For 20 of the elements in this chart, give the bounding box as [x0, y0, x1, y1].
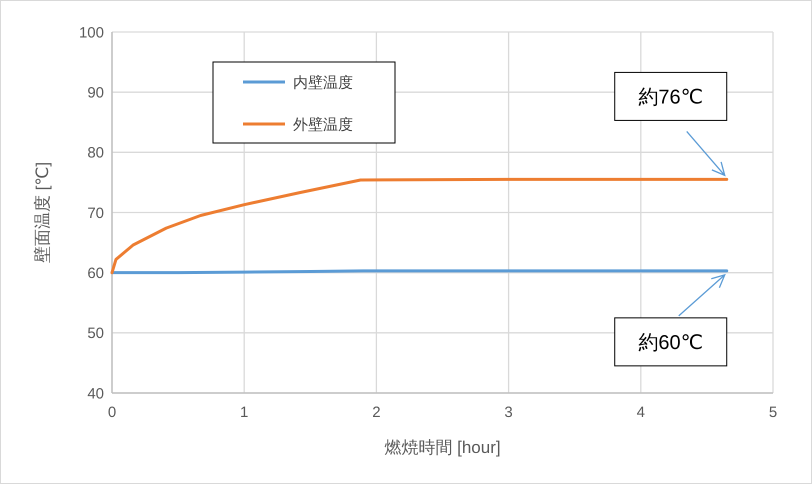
y-axis-title: 壁面温度 [℃]: [33, 162, 52, 264]
y-tick-label: 100: [78, 24, 104, 42]
line-series: [110, 178, 728, 274]
x-tick-label: 0: [108, 404, 116, 421]
legend-label: 内壁温度: [293, 74, 353, 92]
x-tick-label: 4: [636, 404, 645, 421]
annotation: 約76℃: [638, 86, 704, 108]
legend-label: 外壁温度: [293, 116, 353, 134]
x-tick-label: 5: [768, 404, 778, 421]
annotation: 約60℃: [638, 332, 704, 354]
y-tick-label: 90: [87, 84, 104, 102]
y-tick-label: 60: [87, 264, 104, 282]
y-tick-label: 40: [87, 385, 104, 402]
x-axis-title: 燃焼時間 [hour]: [384, 438, 501, 457]
y-tick-label: 50: [87, 325, 104, 342]
y-tick-label: 80: [87, 144, 104, 162]
y-tick-label: 70: [87, 204, 104, 222]
x-tick-label: 1: [240, 404, 248, 421]
x-tick-label: 2: [372, 404, 381, 421]
x-tick-label: 3: [504, 404, 513, 421]
